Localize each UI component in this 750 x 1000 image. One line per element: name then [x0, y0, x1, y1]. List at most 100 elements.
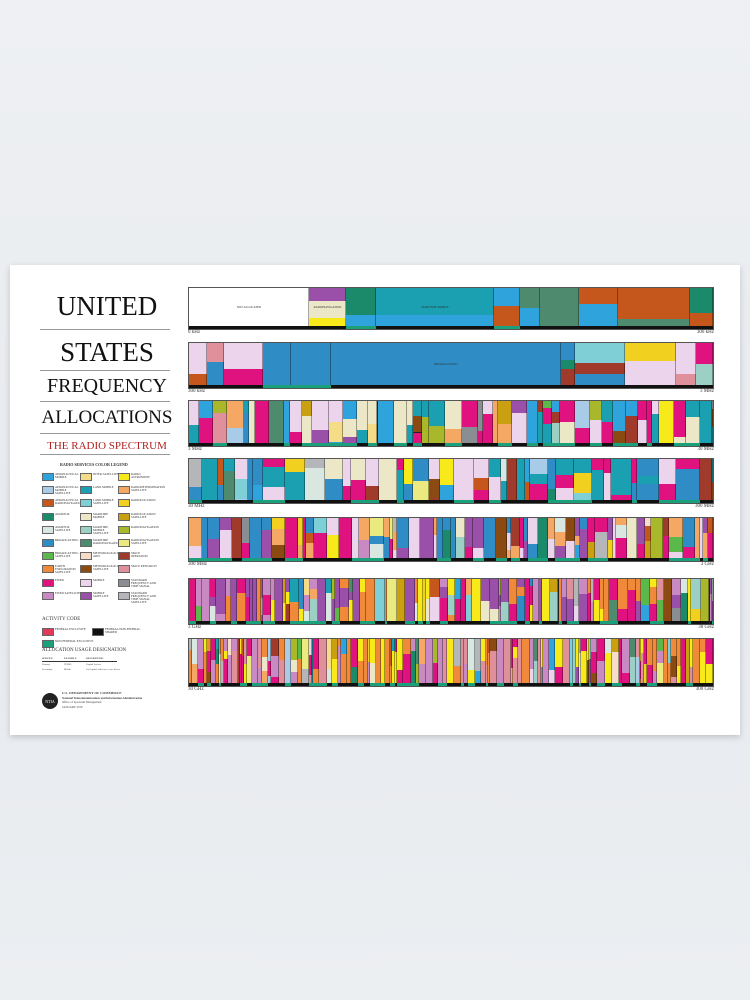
activity-bar: [522, 683, 530, 686]
allocation-block: [656, 650, 665, 664]
activity-bar: [252, 621, 257, 624]
activity-bar: [224, 683, 228, 686]
activity-swatch: [42, 628, 54, 636]
allocation-block: [506, 459, 517, 500]
allocation-block: [677, 639, 681, 666]
legend-label: BROADCASTING SATELLITE: [55, 551, 79, 559]
allocation-block: [656, 579, 664, 601]
ntia-seal: NTIA: [42, 693, 58, 709]
activity-bar: [594, 558, 608, 561]
allocation-block: [556, 459, 574, 476]
allocation-block: [248, 401, 256, 443]
activity-bar: [416, 683, 419, 686]
allocation-block: [453, 666, 462, 683]
allocation-block: [586, 660, 589, 683]
allocation-block: [454, 469, 474, 500]
activity-bar: [667, 683, 671, 686]
allocation-block: [656, 663, 665, 683]
allocation-block: [712, 408, 713, 428]
allocation-block: [403, 639, 412, 654]
activity-bar: [225, 621, 231, 624]
activity-bar: [578, 683, 581, 686]
allocation-block: [667, 639, 671, 663]
activity-bar: [578, 326, 619, 329]
legend-swatch: [118, 486, 130, 495]
allocation-block: [291, 639, 298, 661]
band-label: RADIONAVIGATION: [313, 305, 342, 309]
activity-bar: [503, 683, 512, 686]
allocation-block: [301, 668, 310, 683]
legend-item: RADIONAVIGATION SATELLITE: [118, 539, 159, 547]
band-end-label: 300 kHz: [696, 330, 714, 335]
activity-bar: [572, 683, 576, 686]
legend-label: STANDARD FREQUENCY AND TIME SIGNAL: [131, 577, 156, 588]
allocation-block: [389, 666, 393, 683]
activity-bar: [507, 558, 511, 561]
allocation-block: [486, 639, 489, 665]
activity-bar: [712, 621, 713, 624]
allocation-block: [298, 608, 304, 621]
activity-bar: [257, 683, 262, 686]
allocation-block: [272, 529, 286, 546]
allocation-block: [699, 459, 713, 500]
allocation-block: [555, 639, 564, 667]
allocation-block: [405, 579, 415, 621]
allocation-block: [442, 518, 452, 531]
allocation-block: [593, 599, 600, 621]
allocation-block: [484, 518, 497, 558]
activity-bar: [709, 621, 713, 624]
activity-item: FEDERAL/NON-FEDERAL SHARED: [92, 628, 142, 636]
legend-swatch: [118, 499, 130, 508]
activity-bar: [328, 443, 344, 446]
allocation-block: [694, 518, 701, 530]
allocation-block: [239, 675, 242, 683]
allocation-block: [261, 639, 269, 658]
activity-bar: [493, 443, 499, 446]
allocation-block: [250, 579, 253, 621]
allocation-block: [627, 579, 637, 591]
legend-swatch: [80, 565, 92, 574]
allocation-block: [437, 518, 443, 558]
legend-item: LAND MOBILE SATELLITE: [80, 499, 118, 508]
activity-bar: [636, 621, 642, 624]
allocation-block: [639, 639, 642, 661]
legend-swatch: [118, 578, 130, 587]
activity-bar: [189, 558, 203, 561]
activity-bar: [651, 443, 660, 446]
allocation-block: [365, 486, 379, 500]
allocation-block: [494, 305, 520, 326]
allocation-block: [542, 579, 551, 621]
allocation-block: [594, 531, 608, 558]
allocation-block: [522, 639, 530, 663]
allocation-block: [314, 518, 328, 533]
allocation-block: [303, 595, 311, 612]
activity-bar: [396, 621, 406, 624]
allocation-block: [543, 656, 550, 683]
allocation-block: [472, 518, 485, 548]
activity-bar: [189, 385, 208, 388]
allocation-block: [667, 662, 671, 683]
activity-bar: [528, 558, 538, 561]
activity-bar: [474, 683, 482, 686]
allocation-block: [390, 518, 394, 540]
allocation-block: [268, 660, 272, 676]
activity-bar: [440, 500, 455, 503]
allocation-block: [448, 614, 456, 621]
allocation-block: [537, 518, 548, 558]
legend-swatch: [42, 473, 54, 481]
allocation-block: [352, 518, 359, 558]
activity-bar: [198, 683, 204, 686]
allocation-block: [706, 639, 713, 665]
activity-bar: [587, 621, 591, 624]
allocation-block: [455, 599, 462, 621]
activity-bar: [574, 385, 626, 388]
legend-heading: RADIO SERVICES COLOR LEGEND: [60, 462, 128, 467]
allocation-block: [409, 518, 421, 558]
activity-bar: [560, 385, 575, 388]
allocation-block: [237, 639, 240, 683]
allocation-block: [473, 459, 490, 479]
allocation-block: [474, 639, 482, 671]
activity-bar: [189, 326, 309, 329]
activity-bar: [192, 683, 199, 686]
legend-label: SPACE RESEARCH: [131, 564, 157, 569]
